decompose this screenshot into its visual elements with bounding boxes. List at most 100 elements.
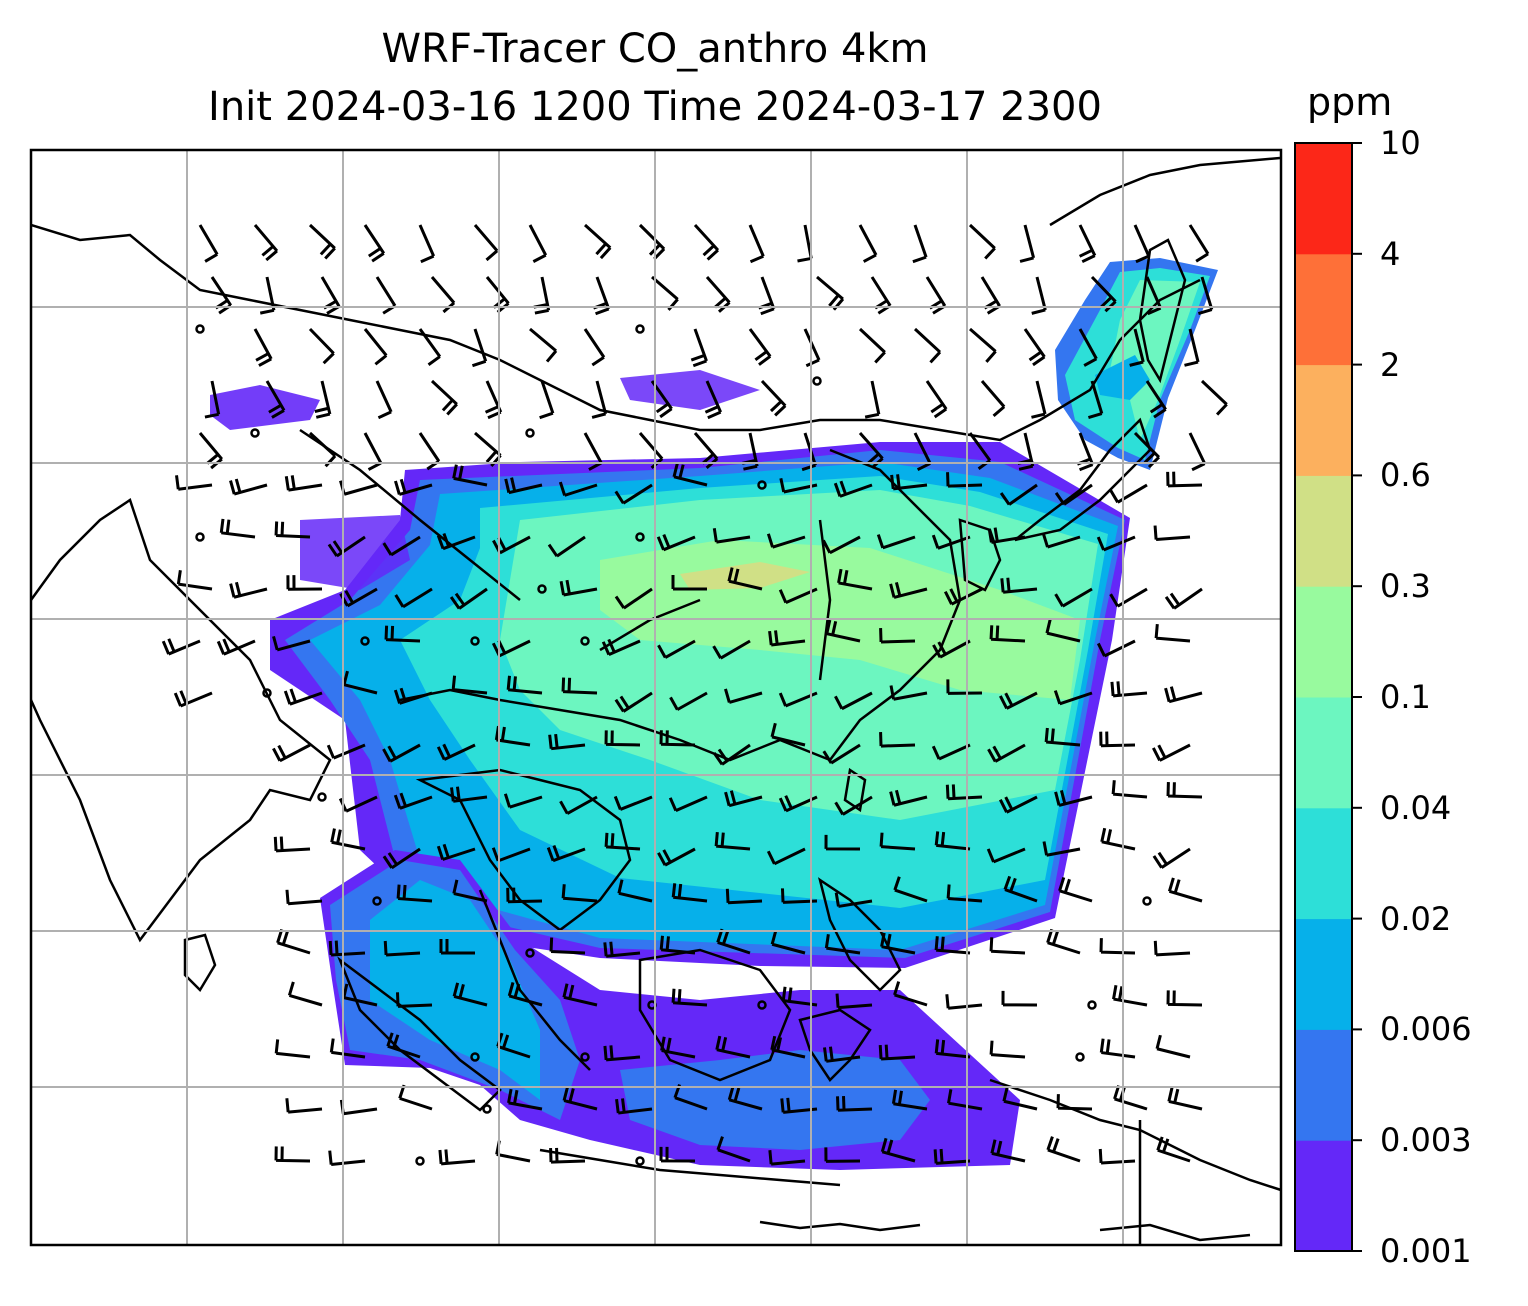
calm-wind-circle (580, 636, 590, 646)
wind-barb (615, 1098, 653, 1115)
calm-wind-circle (482, 1104, 492, 1114)
wind-barb (1045, 619, 1081, 643)
wind-barb (768, 1150, 806, 1166)
wind-barb (176, 570, 213, 591)
wind-barb (329, 1038, 366, 1059)
wind-barb (1003, 875, 1038, 903)
wind-barb (879, 627, 916, 644)
colorbar-segment (1295, 586, 1352, 698)
tracer-south-4 (620, 1050, 930, 1150)
calm-wind-circle (580, 1052, 590, 1062)
colorbar (1295, 142, 1362, 1252)
wind-barb (657, 639, 696, 659)
colorbar-tick-label: 0.3 (1380, 567, 1431, 606)
colorbar-segment (1295, 918, 1352, 1030)
wind-barb (833, 480, 873, 498)
wind-barb (760, 379, 787, 417)
wind-barb (308, 223, 336, 260)
wind-barb (393, 792, 433, 810)
wind-barb (330, 828, 366, 851)
calm-wind-circle (372, 896, 382, 906)
wind-barb (561, 677, 598, 695)
wind-barb (947, 1089, 983, 1111)
wind-barb (539, 380, 555, 420)
wind-barb (451, 675, 488, 695)
wind-barb (327, 535, 366, 558)
wind-barb (758, 276, 776, 316)
wind-barb (604, 730, 641, 747)
wind-barb (727, 567, 763, 591)
wind-barb (285, 889, 323, 906)
wind-barb (657, 847, 696, 867)
wind-barb (880, 932, 916, 955)
wind-barb (834, 691, 873, 711)
wind-barb (1099, 731, 1136, 748)
wind-barb (1100, 827, 1136, 851)
wind-barb (382, 743, 421, 763)
wind-barb (934, 831, 971, 851)
wind-barb (693, 223, 720, 261)
wind-barb (1133, 224, 1151, 264)
coastline-japan (1014, 417, 1152, 542)
tracer-patch-north (620, 370, 760, 410)
wind-barb (1166, 782, 1203, 799)
wind-barb (659, 935, 696, 955)
wind-barb (816, 275, 845, 311)
wind-barb (546, 844, 586, 863)
wind-barb (559, 795, 598, 815)
wind-barb (452, 879, 488, 903)
wind-barb (561, 884, 598, 903)
tracer-patch-west-2 (300, 515, 410, 590)
wind-barb (893, 876, 928, 903)
wind-barb (823, 1046, 861, 1063)
wind-barb (913, 327, 942, 364)
wind-barb (1041, 533, 1081, 549)
wind-barb (1031, 380, 1047, 419)
wind-barb (836, 1095, 873, 1112)
wind-barb (591, 380, 608, 419)
wind-barb (386, 1032, 421, 1059)
wind-barb (342, 983, 378, 1007)
wind-barb (549, 937, 586, 955)
wind-barb (1042, 841, 1081, 857)
wind-barb (396, 884, 433, 903)
gridlines (31, 150, 1281, 1245)
wind-barb (363, 328, 388, 366)
wind-barb (253, 328, 273, 367)
wind-barb (1031, 276, 1047, 315)
wind-barb (1166, 471, 1203, 488)
wind-barb (204, 380, 221, 419)
wind-barb (770, 1035, 806, 1059)
wind-barb (999, 691, 1038, 710)
wind-barb (651, 275, 679, 311)
wind-barb (1166, 990, 1203, 1007)
calm-wind-circle (1087, 1000, 1097, 1010)
wind-barb (934, 936, 971, 955)
wind-barb (284, 475, 323, 492)
wind-barb (601, 638, 641, 657)
wind-barb (1046, 1136, 1081, 1163)
wind-barb (308, 327, 335, 365)
coastline-srilanka (183, 933, 217, 993)
wind-barb (285, 1098, 323, 1114)
wind-barb (1019, 224, 1036, 263)
wind-barb (265, 380, 286, 419)
wind-barb (969, 327, 997, 363)
wind-barb (384, 625, 421, 643)
wind-barb (613, 795, 653, 811)
title-line-1: WRF-Tracer CO_anthro 4km (381, 26, 929, 72)
wind-barb (748, 224, 765, 264)
coastline-australia-north (1099, 1223, 1251, 1242)
wind-barb (712, 743, 751, 766)
wind-barb (438, 1149, 476, 1166)
wind-barb (803, 328, 821, 368)
wind-barb (714, 832, 751, 851)
wind-barb (393, 687, 433, 705)
wind-barb (1053, 690, 1093, 706)
wind-barb (436, 743, 476, 761)
wind-barb (891, 1089, 928, 1111)
wind-barb (450, 786, 488, 803)
wind-barb (1129, 328, 1145, 367)
title-line-2: Init 2024-03-16 1200 Time 2024-03-17 230… (208, 84, 1102, 130)
wind-barb (452, 982, 488, 1007)
